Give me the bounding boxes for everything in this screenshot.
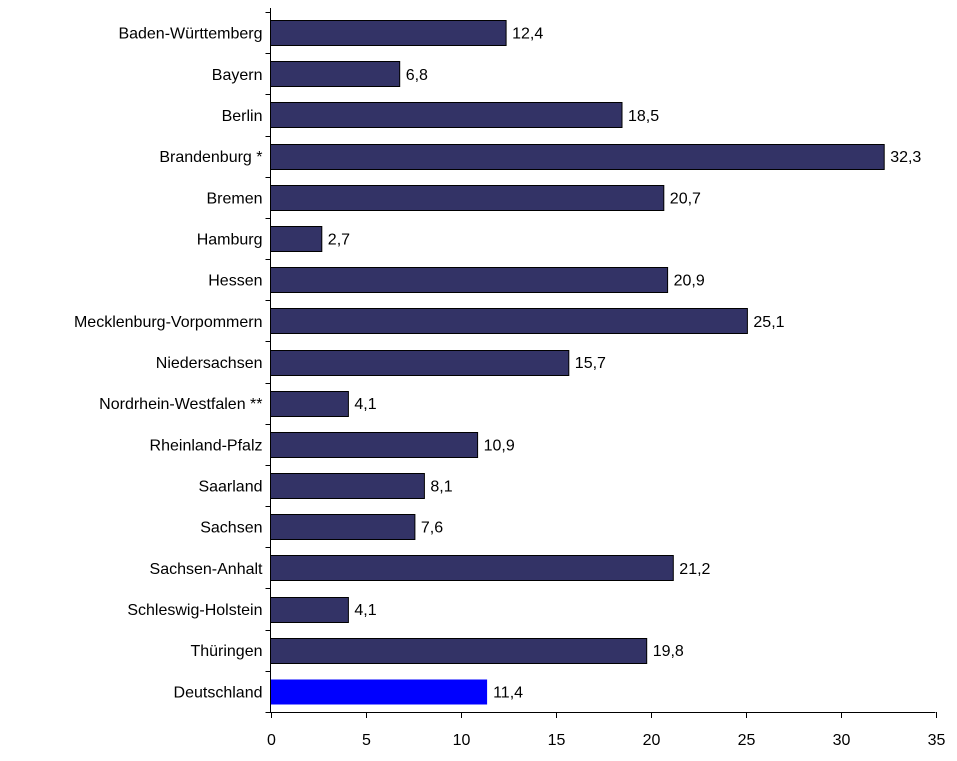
value-label: 20,7 [670,190,701,207]
bar-3 [270,102,623,128]
bar-5 [270,185,665,211]
category-label: Schleswig-Holstein [127,602,262,619]
value-label: 12,4 [512,26,543,43]
x-tick-label: 30 [833,732,851,749]
axis-layer: 0 5 10 15 20 25 30 35 [265,8,946,749]
value-label: 7,6 [421,520,443,537]
x-tick-label: 15 [548,732,566,749]
x-tick-label: 25 [738,732,756,749]
x-tick-label: 10 [453,732,471,749]
category-label: Sachsen-Anhalt [150,561,264,578]
bar-10 [270,391,349,417]
value-label: 18,5 [628,108,659,125]
bar-9 [270,350,570,376]
x-tick-label: 35 [928,732,946,749]
bar-17 [270,679,488,705]
value-label: 4,1 [354,396,376,413]
bar-2 [270,61,401,87]
category-label: Nordrhein-Westfalen ** [99,396,262,413]
category-label: Baden-Württemberg [118,26,262,43]
labels-layer: Baden-Württemberg 12,4 Bayern 6,8 Berlin 18,5… [74,26,921,702]
category-label: Bayern [212,67,263,84]
x-tick-label: 5 [362,732,371,749]
value-label: 19,8 [653,643,684,660]
x-tick-label: 20 [643,732,661,749]
value-label: 21,2 [679,561,710,578]
category-label: Mecklenburg-Vorpommern [74,314,263,331]
category-label: Niedersachsen [156,355,263,372]
bar-14 [270,555,674,581]
value-label: 32,3 [890,149,921,166]
bar-11 [270,432,479,458]
x-tick-label: 0 [267,732,276,749]
bar-16 [270,638,648,664]
value-label: 11,4 [493,684,523,701]
category-label: Berlin [222,108,263,125]
bar-6 [270,226,323,252]
category-label: Rheinland-Pfalz [150,437,263,454]
bar-15 [270,597,349,623]
value-label: 8,1 [430,479,452,496]
category-label: Saarland [198,479,262,496]
value-label: 4,1 [354,602,376,619]
bar-12 [270,473,425,499]
category-label: Hamburg [197,231,263,248]
category-label: Hessen [208,273,262,290]
value-label: 15,7 [575,355,606,372]
category-label: Deutschland [174,684,263,701]
value-label: 2,7 [328,231,350,248]
value-label: 10,9 [484,437,515,454]
bar-8 [270,308,748,334]
category-label: Sachsen [200,520,262,537]
bar-13 [270,514,416,540]
value-label: 6,8 [406,67,428,84]
bar-7 [270,267,669,293]
category-label: Brandenburg * [159,149,262,166]
bar-1 [270,20,507,46]
bar-4 [270,144,885,170]
category-label: Bremen [206,190,262,207]
value-label: 25,1 [753,314,784,331]
bars-layer [270,20,885,705]
category-label: Thüringen [190,643,262,660]
value-label: 20,9 [674,273,705,290]
